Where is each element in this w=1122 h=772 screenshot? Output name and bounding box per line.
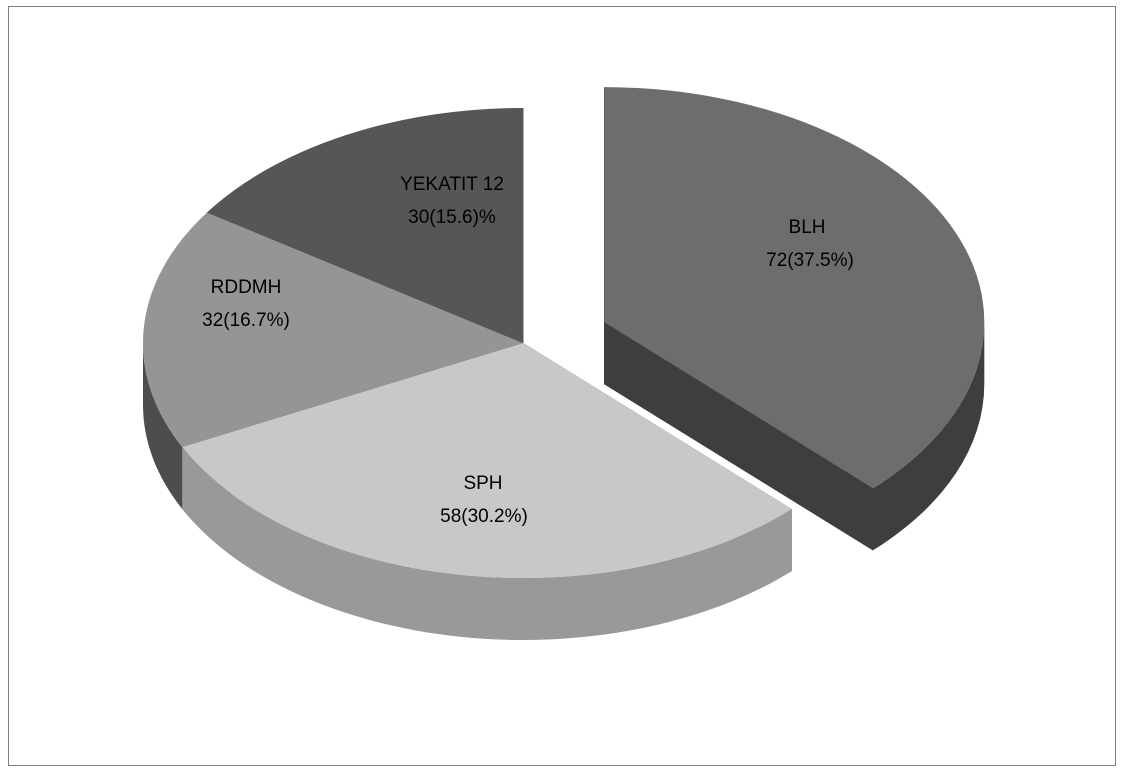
slice-label-sph-name: SPH — [463, 473, 502, 494]
slice-label-rddmh-name: RDDMH — [211, 277, 282, 298]
slice-label-sph-value: 58(30.2%) — [440, 506, 528, 527]
slice-label-yekatit-12-value: 30(15.6)% — [408, 207, 496, 228]
slice-blh — [604, 87, 985, 489]
slice-side-sph — [182, 446, 792, 640]
slice-yekatit-12 — [207, 108, 523, 343]
slice-label-yekatit-12: YEKATIT 12 30(15.6)% — [400, 174, 504, 228]
pie-tops — [143, 87, 985, 579]
slice-side-blh — [873, 322, 985, 551]
slice-label-rddmh-value: 32(16.7%) — [202, 310, 290, 331]
slice-label-blh-value: 72(37.5%) — [766, 250, 854, 271]
slice-side-rddmh — [143, 343, 183, 509]
slice-label-sph: SPH 58(30.2%) — [440, 473, 528, 527]
slice-label-rddmh: RDDMH 32(16.7%) — [202, 277, 290, 331]
slice-rddmh — [143, 212, 523, 447]
slice-label-blh: BLH 72(37.5%) — [766, 217, 854, 271]
slice-wall-blh-1 — [604, 321, 874, 551]
slice-sph — [182, 343, 792, 579]
slice-label-yekatit-12-name: YEKATIT 12 — [400, 174, 504, 195]
slice-label-blh-name: BLH — [789, 217, 826, 238]
